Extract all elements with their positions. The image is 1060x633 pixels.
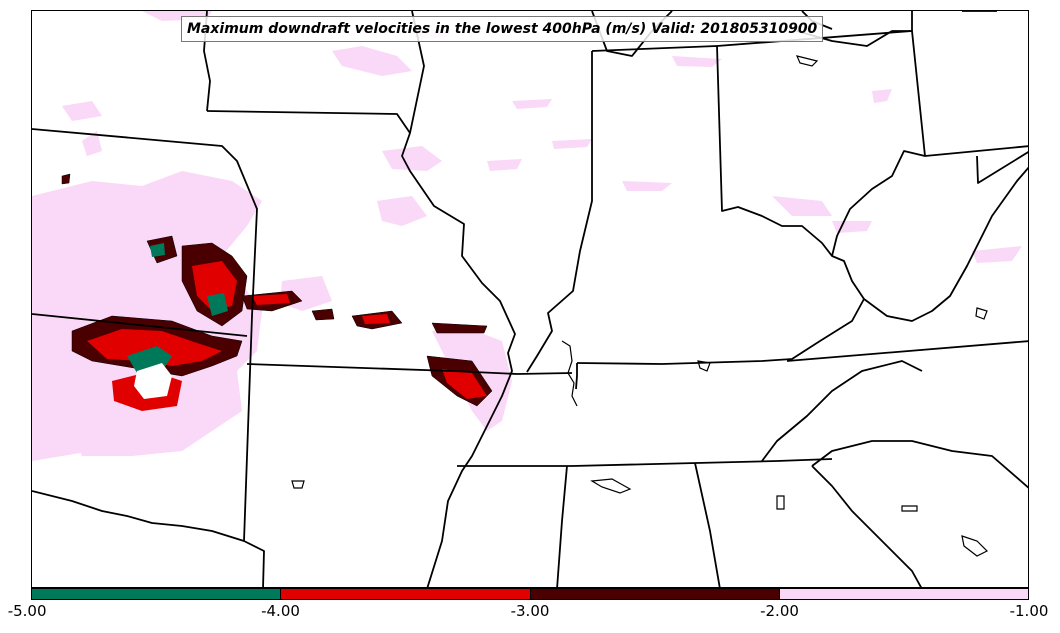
map-title: Maximum downdraft velocities in the lowe… [181,16,824,42]
colorbar-bin-3 [779,589,1028,599]
colorbar-tick-label: -2.00 [760,602,799,620]
map-panel [31,10,1029,588]
colorbar-divider [778,589,780,599]
colorbar [31,588,1029,600]
colorbar-divider [280,589,282,599]
map-canvas [32,11,1028,587]
colorbar-tick-label: -4.00 [261,602,300,620]
colorbar-tick-label: -5.00 [7,602,47,620]
colorbar-bin-1 [281,589,530,599]
colorbar-tick-label: -1.00 [1009,602,1049,620]
state-boundaries [32,11,1028,587]
downdraft-light-pink-areas [32,11,1022,461]
water-features [291,55,989,557]
colorbar-bin-0 [32,589,281,599]
downdraft-white-core [134,363,172,399]
colorbar-divider [529,589,531,599]
colorbar-bin-2 [530,589,779,599]
colorbar-tick-label: -3.00 [510,602,550,620]
